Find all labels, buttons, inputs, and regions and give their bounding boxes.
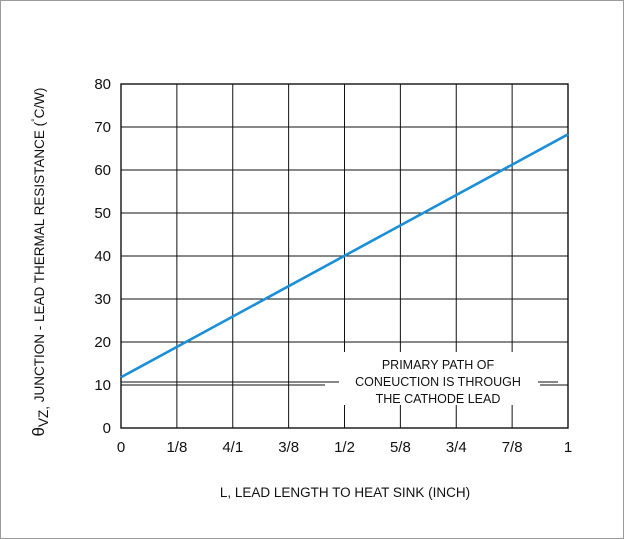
x-tick-label: 1	[564, 439, 572, 456]
y-axis-degree: °	[30, 118, 40, 122]
y-tick-label: 40	[94, 248, 111, 265]
y-tick-label: 60	[94, 162, 111, 179]
series-line	[120, 133, 569, 379]
y-axis-subscript: VZ,	[36, 406, 51, 427]
x-tick-label: 7/8	[502, 439, 523, 456]
x-tick-labels: 0 1/8 4/1 3/8 1/2 5/8 3/4 7/8 1	[117, 439, 572, 456]
series-group	[120, 133, 569, 379]
x-tick-label: 3/4	[446, 439, 467, 456]
plot-area	[120, 83, 569, 429]
y-tick-label: 50	[94, 205, 111, 222]
y-axis-unit: C/W)	[32, 88, 47, 119]
x-tick-label: 3/8	[278, 439, 299, 456]
y-tick-label: 0	[103, 420, 111, 437]
x-tick-label: 4/1	[222, 439, 243, 456]
annotation-line-3: THE CATHODE LEAD	[376, 392, 501, 406]
annotation-box: PRIMARY PATH OF CONEUCTION IS THROUGH TH…	[121, 352, 558, 406]
y-tick-label: 80	[94, 76, 111, 93]
x-tick-label: 1/2	[334, 439, 355, 456]
y-axis-label: θVZ, JUNCTION - LEAD THERMAL RESISTANCE …	[29, 88, 51, 437]
y-tick-label: 70	[94, 119, 111, 136]
x-tick-label: 0	[117, 439, 125, 456]
y-tick-label: 10	[94, 377, 111, 394]
annotation-line-2: CONEUCTION IS THROUGH	[355, 375, 521, 389]
y-axis-symbol: θ	[29, 427, 48, 436]
annotation-background	[325, 352, 540, 405]
y-tick-label: 30	[94, 291, 111, 308]
x-tick-label: 5/8	[390, 439, 411, 456]
y-axis-text: JUNCTION - LEAD THERMAL RESISTANCE (	[32, 121, 47, 406]
x-tick-label: 1/8	[166, 439, 187, 456]
y-tick-label: 20	[94, 334, 111, 351]
y-tick-labels: 0 10 20 30 40 50 60 70 80	[94, 76, 111, 437]
annotation-line-1: PRIMARY PATH OF	[382, 358, 495, 372]
x-axis-label: L, LEAD LENGTH TO HEAT SINK (INCH)	[220, 485, 470, 500]
